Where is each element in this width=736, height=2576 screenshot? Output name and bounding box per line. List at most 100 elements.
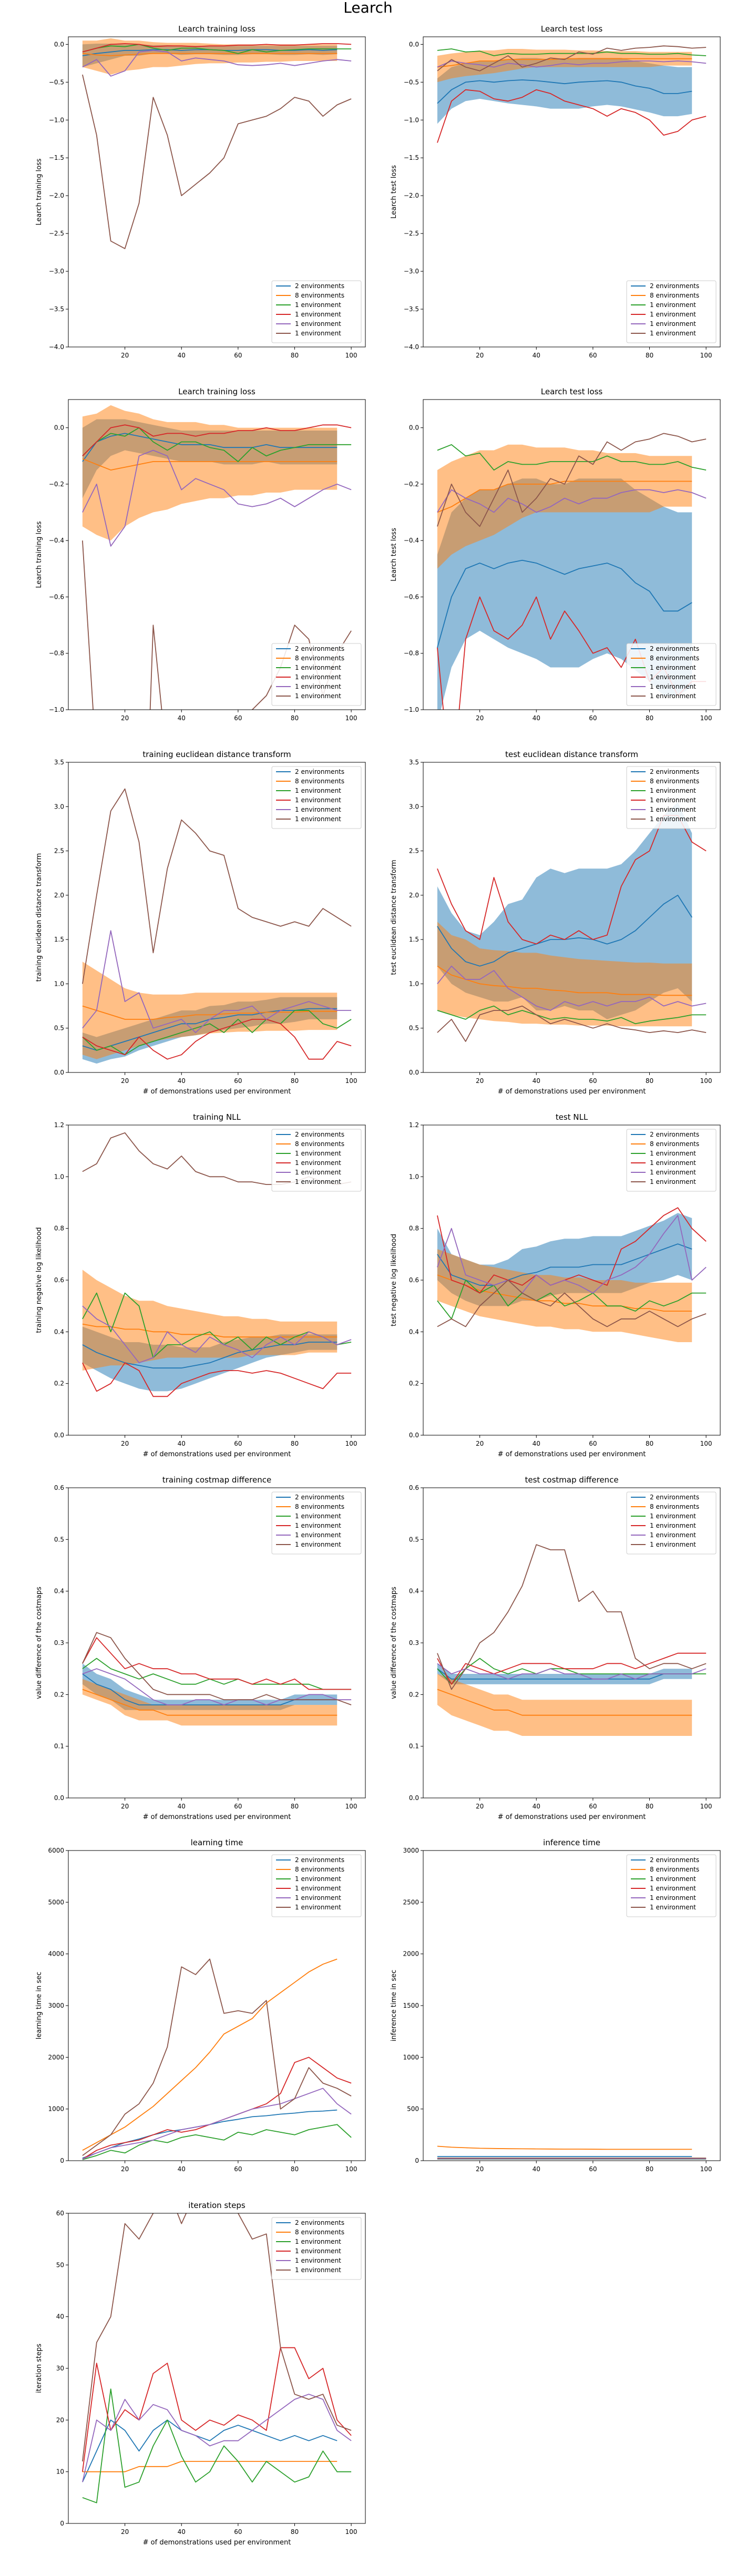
series-line-2 (82, 1689, 338, 1716)
y-tick-label: −3.5 (404, 305, 419, 313)
legend-entry: 1 environment (295, 1150, 341, 1157)
series-line-5 (82, 2394, 352, 2482)
series-line-6 (437, 1005, 707, 1042)
y-tick-label: −4.0 (404, 343, 419, 351)
legend-entry: 1 environment (650, 320, 696, 328)
series-line-6 (82, 788, 352, 984)
chart-svg: Learch test loss 20 40 60 80 100 −4.0 −3.5 −3.0 −… (390, 24, 721, 359)
y-tick-label: 500 (407, 2105, 419, 2113)
y-tick-label: 0.5 (54, 1025, 64, 1032)
x-tick-label: 40 (178, 1440, 186, 1447)
y-tick-label: 60 (56, 2210, 64, 2217)
series-line-4 (437, 1207, 707, 1294)
y-tick-label: 5000 (48, 1898, 64, 1906)
chart-svg: test NLL 20 40 60 80 100 0.0 0.2 0.4 0.6 0.8 1.0 1.2… (390, 1112, 721, 1458)
series-line-5 (437, 1663, 707, 1680)
x-tick-label: 100 (345, 714, 357, 722)
legend-entry: 1 environment (295, 2266, 341, 2274)
legend: 2 environments 8 environments 1 environmen… (271, 1129, 362, 1192)
chart-panel-8: test NLL 20 40 60 80 100 0.0 0.2 0.4 0.6 0.8 1.0 1.2… (386, 1109, 728, 1472)
y-tick-label: −2.5 (49, 230, 64, 237)
x-axis-label: # of demonstrations used per environment (498, 1450, 646, 1458)
x-tick-label: 40 (533, 1077, 540, 1085)
y-tick-label: −0.4 (404, 537, 419, 544)
y-tick-label: 2.5 (409, 847, 419, 855)
series-line-5 (82, 930, 352, 1033)
y-tick-label: 0.5 (54, 1536, 64, 1543)
chart-svg: Learch training loss 20 40 60 80 100 −1.0 −0.8 −… (35, 387, 366, 722)
y-tick-label: 2000 (48, 2053, 64, 2061)
axes-frame (423, 36, 721, 347)
legend-entry: 1 environment (650, 1904, 696, 1911)
legend-entry: 8 environments (650, 1140, 699, 1148)
y-tick-label: 2000 (403, 1950, 419, 1958)
legend-entry: 8 environments (295, 2229, 344, 2236)
x-tick-label: 80 (646, 1803, 653, 1810)
chart-title: training NLL (193, 1112, 241, 1122)
y-tick-label: 0.5 (409, 1025, 419, 1032)
legend-entry: 1 environment (650, 1531, 696, 1539)
series-line-2 (437, 965, 692, 996)
x-tick-label: 80 (291, 1803, 299, 1810)
x-tick-label: 60 (234, 1803, 242, 1810)
series-line-4 (82, 1019, 352, 1060)
y-tick-label: 0.2 (54, 1380, 64, 1387)
series-band-1 (82, 1663, 338, 1710)
chart-svg: training costmap difference 20 40 60 80 100 0.… (35, 1475, 366, 1821)
chart-title: Learch test loss (541, 24, 603, 34)
legend-entry: 1 environment (295, 330, 341, 337)
x-tick-label: 20 (476, 1803, 484, 1810)
chart-svg: test euclidean distance transform 20 40 60 8… (390, 750, 721, 1096)
x-tick-label: 100 (700, 714, 712, 722)
x-tick-label: 20 (121, 1803, 129, 1810)
legend-entry: 1 environment (650, 1150, 696, 1157)
chart-title: training costmap difference (162, 1475, 271, 1485)
y-tick-label: −0.6 (49, 593, 64, 600)
x-tick-label: 60 (234, 1440, 242, 1447)
chart-title: Learch training loss (178, 387, 255, 396)
y-tick-label: 0.4 (409, 1588, 419, 1595)
legend-entry: 1 environment (650, 683, 696, 690)
series-band-2 (82, 405, 338, 541)
legend-entry: 8 environments (650, 1503, 699, 1510)
x-tick-label: 40 (178, 1077, 186, 1085)
axes-frame (423, 762, 721, 1073)
legend-entry: 8 environments (295, 1866, 344, 1873)
series-band-2 (437, 922, 692, 1027)
legend-entry: 8 environments (295, 1140, 344, 1148)
y-tick-label: 0.2 (54, 1691, 64, 1698)
series-line-5 (437, 1215, 707, 1294)
y-tick-label: 0.8 (409, 1225, 419, 1232)
legend-entry: 1 environment (295, 1885, 341, 1892)
chart-title: training euclidean distance transform (142, 750, 291, 759)
x-tick-label: 80 (291, 2165, 299, 2173)
y-tick-label: 40 (56, 2313, 64, 2321)
y-tick-label: −2.5 (404, 230, 419, 237)
y-tick-label: 1.0 (409, 980, 419, 987)
legend-entry: 8 environments (295, 292, 344, 299)
legend-entry: 2 environments (650, 768, 699, 775)
series-line-3 (82, 44, 352, 54)
y-tick-label: 0.0 (54, 1069, 64, 1076)
y-tick-label: −0.5 (49, 78, 64, 86)
x-tick-label: 100 (345, 1077, 357, 1085)
legend: 2 environments 8 environments 1 environmen… (271, 766, 362, 829)
x-tick-label: 100 (700, 1440, 712, 1447)
legend-entry: 8 environments (295, 1503, 344, 1510)
chart-svg: Learch test loss 20 40 60 80 100 −1.0 −0.8 −0.6 −… (390, 387, 721, 722)
x-tick-label: 80 (291, 1440, 299, 1447)
series-line-3 (82, 1658, 352, 1690)
chart-panel-4: Learch test loss 20 40 60 80 100 −1.0 −0.8 −0.6 −… (386, 384, 728, 747)
legend-entry: 1 environment (650, 301, 696, 309)
chart-panel-11: learning time 20 40 60 80 100 0 1000 2000 3000 400… (32, 1835, 373, 2197)
y-tick-label: 0.1 (54, 1743, 64, 1750)
y-tick-label: −2.0 (49, 192, 64, 199)
y-tick-label: 3000 (48, 2002, 64, 2009)
legend-entry: 1 environment (295, 673, 341, 681)
series-band-2 (82, 1679, 338, 1726)
y-tick-label: −3.0 (49, 268, 64, 275)
y-tick-label: 3.0 (409, 803, 419, 810)
legend-entry: 1 environment (295, 1178, 341, 1185)
series-line-1 (82, 2109, 338, 2159)
